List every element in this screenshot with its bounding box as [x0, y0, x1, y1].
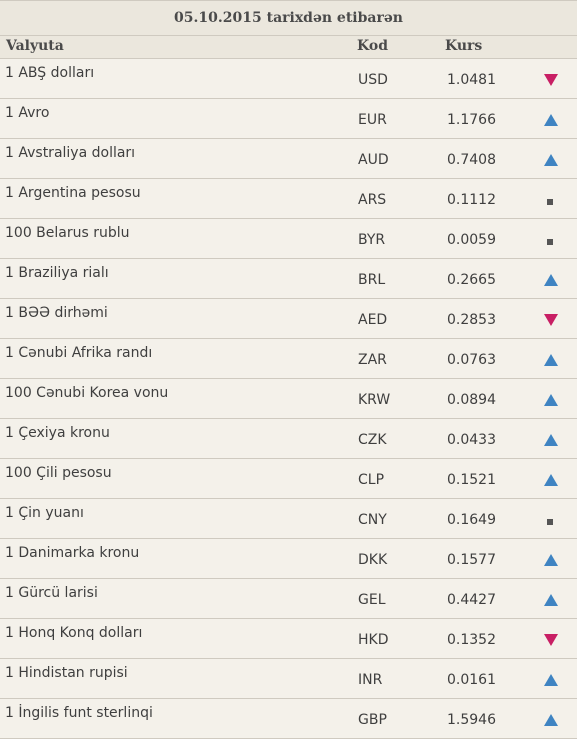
- exchange-rate: 0.1352: [447, 632, 496, 648]
- table-row: 1 Cənubi Afrika randı ZAR 0.0763: [0, 339, 577, 379]
- currency-code: GEL: [358, 592, 386, 608]
- exchange-rate: 1.5946: [447, 712, 496, 728]
- currency-name: 1 Avstraliya dolları: [5, 145, 136, 161]
- table-row: 1 Braziliya rialı BRL 0.2665: [0, 259, 577, 299]
- currency-name: 100 Belarus rublu: [5, 225, 130, 241]
- currency-name: 1 Hindistan rupisi: [5, 665, 128, 681]
- currency-code: HKD: [358, 632, 389, 648]
- currency-name: 1 Danimarka kronu: [5, 545, 140, 561]
- arrow-down-icon: [544, 634, 558, 646]
- currency-code: GBP: [358, 712, 387, 728]
- table-row: 1 ABŞ dolları USD 1.0481: [0, 59, 577, 99]
- exchange-rate: 0.7408: [447, 152, 496, 168]
- arrow-down-icon: [544, 74, 558, 86]
- exchange-rate: 0.0763: [447, 352, 496, 368]
- currency-name: 1 BƏƏ dirhəmi: [5, 305, 108, 321]
- table-row: 100 Belarus rublu BYR 0.0059: [0, 219, 577, 259]
- currency-code: BYR: [358, 232, 386, 248]
- exchange-rate: 0.4427: [447, 592, 496, 608]
- exchange-rate: 0.0433: [447, 432, 496, 448]
- currency-code: INR: [358, 672, 383, 688]
- table-row: 1 Avstraliya dolları AUD 0.7408: [0, 139, 577, 179]
- currency-name: 1 Honq Konq dolları: [5, 625, 143, 641]
- exchange-rate: 0.0894: [447, 392, 496, 408]
- currency-name: 1 Çexiya kronu: [5, 425, 110, 441]
- table-row: 1 BƏƏ dirhəmi AED 0.2853: [0, 299, 577, 339]
- arrow-up-icon: [544, 594, 558, 606]
- no-change-icon: [547, 199, 553, 205]
- currency-name: 1 Avro: [5, 105, 50, 121]
- currency-code: BRL: [358, 272, 386, 288]
- exchange-rate: 1.1766: [447, 112, 496, 128]
- table-row: 100 Cənubi Korea vonu KRW 0.0894: [0, 379, 577, 419]
- arrow-up-icon: [544, 114, 558, 126]
- table-body: 1 ABŞ dolları USD 1.0481 1 Avro EUR 1.1766 1 A…: [0, 59, 577, 739]
- column-header-code: Kod: [357, 38, 388, 54]
- exchange-rate: 0.1649: [447, 512, 496, 528]
- exchange-rate: 0.2665: [447, 272, 496, 288]
- column-header-currency: Valyuta: [6, 38, 64, 54]
- arrow-up-icon: [544, 714, 558, 726]
- arrow-up-icon: [544, 674, 558, 686]
- currency-code: ZAR: [358, 352, 387, 368]
- exchange-rate: 1.0481: [447, 72, 496, 88]
- no-change-icon: [547, 239, 553, 245]
- table-row: 1 Avro EUR 1.1766: [0, 99, 577, 139]
- currency-name: 100 Cənubi Korea vonu: [5, 385, 169, 401]
- currency-name: 1 Braziliya rialı: [5, 265, 109, 281]
- exchange-rate: 0.0161: [447, 672, 496, 688]
- currency-code: CZK: [358, 432, 387, 448]
- currency-name: 1 Cənubi Afrika randı: [5, 345, 153, 361]
- currency-name: 1 Çin yuanı: [5, 505, 84, 521]
- currency-code: USD: [358, 72, 388, 88]
- arrow-up-icon: [544, 474, 558, 486]
- currency-name: 100 Çili pesosu: [5, 465, 112, 481]
- table-row: 1 İngilis funt sterlinqi GBP 1.5946: [0, 699, 577, 739]
- table-row: 1 Hindistan rupisi INR 0.0161: [0, 659, 577, 699]
- arrow-up-icon: [544, 554, 558, 566]
- table-row: 1 Argentina pesosu ARS 0.1112: [0, 179, 577, 219]
- exchange-rate: 0.2853: [447, 312, 496, 328]
- currency-code: AED: [358, 312, 388, 328]
- exchange-rate: 0.1577: [447, 552, 496, 568]
- table-header: Valyuta Kod Kurs: [0, 36, 577, 59]
- arrow-up-icon: [544, 394, 558, 406]
- table-row: 1 Gürcü larisi GEL 0.4427: [0, 579, 577, 619]
- currency-code: KRW: [358, 392, 391, 408]
- arrow-up-icon: [544, 354, 558, 366]
- no-change-icon: [547, 519, 553, 525]
- exchange-rate: 0.1112: [447, 192, 496, 208]
- exchange-rate: 0.0059: [447, 232, 496, 248]
- currency-code: CLP: [358, 472, 385, 488]
- currency-name: 1 Argentina pesosu: [5, 185, 141, 201]
- currency-code: EUR: [358, 112, 387, 128]
- currency-code: CNY: [358, 512, 387, 528]
- table-row: 1 Çexiya kronu CZK 0.0433: [0, 419, 577, 459]
- date-header: 05.10.2015 tarixdən etibarən: [0, 0, 577, 36]
- currency-name: 1 İngilis funt sterlinqi: [5, 705, 153, 721]
- currency-code: DKK: [358, 552, 388, 568]
- exchange-rate: 0.1521: [447, 472, 496, 488]
- arrow-up-icon: [544, 274, 558, 286]
- table-row: 1 Çin yuanı CNY 0.1649: [0, 499, 577, 539]
- currency-name: 1 ABŞ dolları: [5, 65, 95, 81]
- table-row: 100 Çili pesosu CLP 0.1521: [0, 459, 577, 499]
- column-header-rate: Kurs: [445, 38, 483, 54]
- currency-code: ARS: [358, 192, 387, 208]
- arrow-up-icon: [544, 434, 558, 446]
- arrow-down-icon: [544, 314, 558, 326]
- table-row: 1 Danimarka kronu DKK 0.1577: [0, 539, 577, 579]
- table-row: 1 Honq Konq dolları HKD 0.1352: [0, 619, 577, 659]
- currency-name: 1 Gürcü larisi: [5, 585, 98, 601]
- arrow-up-icon: [544, 154, 558, 166]
- currency-code: AUD: [358, 152, 389, 168]
